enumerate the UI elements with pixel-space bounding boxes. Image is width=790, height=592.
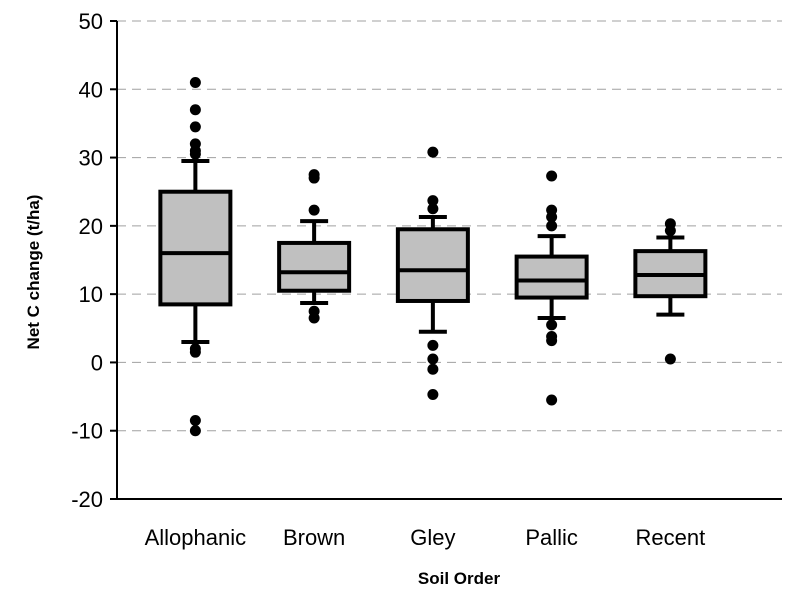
x-tick-label: Recent bbox=[636, 525, 706, 550]
outlier-point bbox=[189, 414, 201, 426]
y-tick-label: -20 bbox=[71, 487, 103, 512]
outlier-point bbox=[427, 389, 439, 401]
outlier-point bbox=[546, 170, 558, 182]
iqr-box bbox=[514, 254, 589, 300]
outlier-point bbox=[664, 225, 676, 237]
box-pallic bbox=[514, 170, 589, 406]
axes bbox=[110, 20, 782, 500]
y-tick-label: 0 bbox=[91, 350, 103, 375]
y-tick-label: 40 bbox=[79, 77, 103, 102]
outlier-point bbox=[189, 425, 201, 437]
x-tick-label: Allophanic bbox=[145, 525, 247, 550]
y-tick-label: 50 bbox=[79, 9, 103, 34]
outlier-point bbox=[308, 172, 320, 184]
outlier-point bbox=[189, 76, 201, 88]
outlier-point bbox=[308, 312, 320, 324]
outlier-point bbox=[189, 104, 201, 116]
x-axis-title: Soil Order bbox=[418, 569, 501, 588]
y-tick-label: 20 bbox=[79, 214, 103, 239]
iqr-box bbox=[158, 189, 233, 307]
iqr-box bbox=[277, 240, 352, 293]
outlier-point bbox=[664, 353, 676, 365]
box-gley bbox=[395, 146, 470, 401]
outlier-point bbox=[427, 203, 439, 215]
outlier-point bbox=[189, 121, 201, 133]
outlier-point bbox=[189, 346, 201, 358]
outlier-point bbox=[546, 211, 558, 223]
outlier-point bbox=[546, 335, 558, 347]
outlier-point bbox=[427, 363, 439, 375]
outlier-point bbox=[427, 195, 439, 207]
y-tick-label: 30 bbox=[79, 146, 103, 171]
x-tick-label: Brown bbox=[283, 525, 345, 550]
outlier-point bbox=[427, 339, 439, 351]
box-brown bbox=[277, 169, 352, 324]
outlier-point bbox=[189, 148, 201, 160]
box-allophanic bbox=[158, 76, 233, 437]
outlier-point bbox=[546, 394, 558, 406]
outlier-point bbox=[427, 353, 439, 365]
y-tick-label: -10 bbox=[71, 419, 103, 444]
outlier-point bbox=[546, 220, 558, 232]
y-axis-title: Net C change (t/ha) bbox=[24, 195, 43, 350]
box-series bbox=[158, 76, 708, 437]
box-recent bbox=[633, 218, 708, 365]
x-tick-labels: Allophanic Brown Gley Pallic Recent bbox=[145, 525, 706, 550]
outlier-point bbox=[427, 146, 439, 158]
y-tick-labels: -20 -10 0 10 20 30 40 50 bbox=[71, 9, 103, 512]
y-tick-label: 10 bbox=[79, 282, 103, 307]
outlier-point bbox=[546, 319, 558, 331]
outlier-point bbox=[308, 204, 320, 216]
iqr-box bbox=[395, 227, 470, 303]
x-tick-label: Gley bbox=[410, 525, 455, 550]
x-tick-label: Pallic bbox=[525, 525, 578, 550]
